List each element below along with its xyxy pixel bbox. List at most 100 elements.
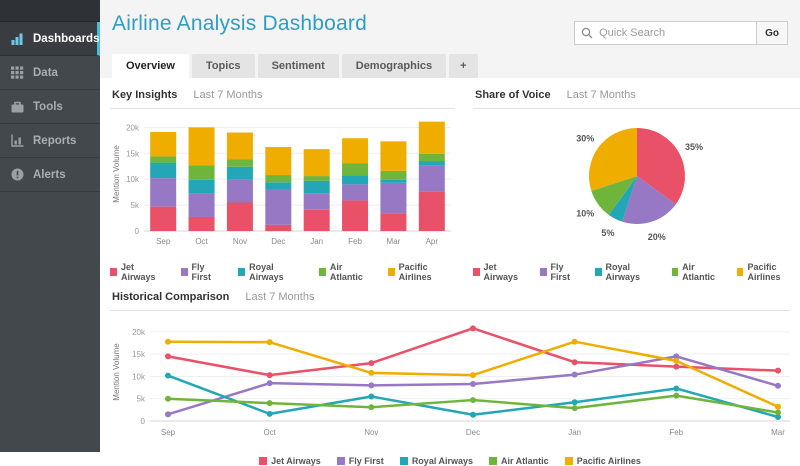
svg-text:Mar: Mar [387, 237, 401, 246]
tab-overview[interactable]: Overview [112, 54, 189, 78]
svg-text:0: 0 [141, 417, 146, 426]
svg-text:15k: 15k [126, 149, 140, 158]
legend-swatch [736, 268, 744, 276]
legend-swatch [671, 268, 679, 276]
historical-comparison-title: Historical Comparison [112, 291, 230, 303]
svg-text:20k: 20k [126, 123, 140, 132]
legend-swatch [110, 268, 118, 276]
legend-swatch [180, 268, 188, 276]
svg-text:Feb: Feb [348, 237, 362, 246]
sidebar-item-reports[interactable]: Reports [0, 124, 100, 158]
legend-swatch [336, 457, 345, 465]
svg-text:10k: 10k [126, 175, 140, 184]
svg-text:Sep: Sep [161, 428, 176, 437]
legend-item-royal-airways: Royal Airways [399, 456, 473, 466]
svg-text:35%: 35% [685, 142, 703, 152]
legend-item-fly-first: Fly First [336, 456, 384, 466]
svg-text:Nov: Nov [364, 428, 378, 437]
legend-swatch [259, 457, 268, 465]
svg-text:Oct: Oct [195, 237, 208, 246]
tools-icon [11, 101, 24, 113]
search-input[interactable] [574, 21, 757, 45]
svg-text:Feb: Feb [669, 428, 683, 437]
legend-item-pacific-airlines: Pacific Airlines [736, 262, 800, 282]
sidebar-top-strip [0, 0, 100, 22]
svg-text:0: 0 [135, 227, 140, 236]
legend-item-pacific-airlines: Pacific Airlines [564, 456, 641, 466]
legend-swatch [318, 268, 326, 276]
legend-swatch [387, 268, 395, 276]
svg-text:Jan: Jan [568, 428, 581, 437]
legend-item-air-atlantic: Air Atlantic [489, 456, 549, 466]
legend-swatch [540, 268, 547, 276]
reports-icon [11, 134, 24, 147]
share-of-voice-pie-chart: 35% 20% 5% 10% 30% [473, 109, 800, 260]
dashboards-icon [11, 33, 23, 45]
sidebar-item-data[interactable]: Data [0, 56, 100, 90]
legend-swatch [564, 457, 573, 465]
tab-topics[interactable]: Topics [191, 54, 255, 78]
alerts-icon [11, 168, 24, 181]
legend-item-jet-airways: Jet Airways [110, 262, 165, 282]
bar-chart-legend: Jet Airways Fly First Royal Airways Air Atl… [110, 262, 455, 282]
sidebar-item-label: Data [33, 66, 58, 79]
page-title: Airline Analysis Dashboard [112, 12, 367, 35]
sidebar-item-tools[interactable]: Tools [0, 90, 100, 124]
search-go-button[interactable]: Go [756, 21, 788, 45]
historical-comparison-period: Last 7 Months [245, 291, 315, 303]
svg-text:Oct: Oct [263, 428, 276, 437]
main-area: Airline Analysis Dashboard Go OverviewTo… [100, 0, 800, 466]
svg-text:Dec: Dec [466, 428, 480, 437]
svg-text:10%: 10% [576, 209, 594, 219]
svg-text:30%: 30% [576, 133, 594, 143]
sidebar-item-label: Reports [33, 134, 77, 147]
sidebar-item-label: Dashboards [33, 32, 100, 45]
legend-swatch [473, 268, 480, 276]
historical-comparison-line-chart: 0 5k 10k 15k 20k Sep Oct Nov Dec Jan Feb Mar Mention… [110, 311, 790, 454]
pie-chart-legend: Jet Airways Fly First Royal Airways Air Atl… [473, 262, 800, 282]
data-icon [11, 66, 24, 79]
svg-text:15k: 15k [132, 350, 146, 359]
key-insights-bar-chart: 0 5k 10k 15k 20k Sep Oct Nov Dec Jan Feb Mar Apr Ment… [110, 109, 455, 260]
legend-item-jet-airways: Jet Airways [259, 456, 321, 466]
tab-bar: Overview Topics Sentiment Demographics + [100, 54, 800, 78]
sidebar: Dashboards Data Tools Reports Alerts [0, 0, 100, 452]
sidebar-item-dashboards[interactable]: Dashboards [0, 22, 100, 56]
legend-item-fly-first: Fly First [180, 262, 223, 282]
legend-item-air-atlantic: Air Atlantic [671, 262, 721, 282]
key-insights-panel: Key Insights Last 7 Months 0 5k 10k 15k 20k S… [110, 86, 455, 282]
legend-item-fly-first: Fly First [540, 262, 579, 282]
share-of-voice-period: Last 7 Months [566, 89, 636, 101]
tab-demographics[interactable]: Demographics [341, 54, 447, 78]
legend-item-jet-airways: Jet Airways [473, 262, 524, 282]
search-icon [581, 27, 593, 39]
legend-item-royal-airways: Royal Airways [238, 262, 303, 282]
line-chart-legend: Jet Airways Fly First Royal Airways Air Atl… [110, 456, 790, 466]
svg-text:20%: 20% [648, 232, 666, 242]
svg-text:Sep: Sep [156, 237, 171, 246]
tab-sentiment[interactable]: Sentiment [257, 54, 339, 78]
historical-comparison-panel: Historical Comparison Last 7 Months 0 5k 1… [110, 288, 790, 466]
svg-text:5k: 5k [137, 395, 146, 404]
svg-text:Nov: Nov [233, 237, 247, 246]
add-tab-button[interactable]: + [449, 54, 478, 78]
svg-text:10k: 10k [132, 372, 146, 381]
svg-text:Mention Volume: Mention Volume [112, 145, 121, 203]
legend-swatch [399, 457, 408, 465]
sidebar-item-label: Alerts [33, 168, 66, 181]
svg-text:Apr: Apr [426, 237, 439, 246]
page-header: Airline Analysis Dashboard Go [100, 0, 800, 45]
dashboard-content: Key Insights Last 7 Months 0 5k 10k 15k 20k S… [100, 78, 800, 466]
key-insights-title: Key Insights [112, 89, 178, 101]
svg-text:Dec: Dec [271, 237, 285, 246]
legend-swatch [238, 268, 246, 276]
svg-text:20k: 20k [132, 328, 146, 337]
key-insights-period: Last 7 Months [193, 89, 263, 101]
sidebar-item-label: Tools [33, 100, 63, 113]
quick-search: Go [574, 21, 788, 45]
svg-text:Mention Volume: Mention Volume [112, 343, 121, 401]
legend-item-air-atlantic: Air Atlantic [318, 262, 372, 282]
legend-item-pacific-airlines: Pacific Airlines [387, 262, 455, 282]
svg-text:5%: 5% [601, 228, 614, 238]
sidebar-item-alerts[interactable]: Alerts [0, 158, 100, 192]
